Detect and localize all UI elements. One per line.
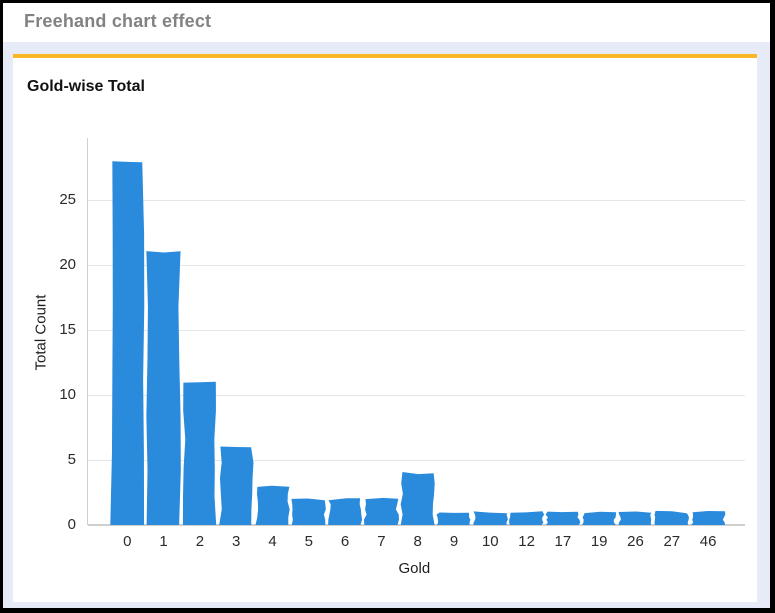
bar-27[interactable] (654, 510, 689, 525)
chart-title: Gold-wise Total (27, 78, 145, 95)
x-axis-title: Gold (398, 560, 431, 577)
bar-1[interactable] (146, 251, 181, 525)
gridline-y-15 (88, 330, 745, 331)
x-tick-label-9: 9 (449, 533, 459, 550)
y-tick-label-15: 15 (59, 321, 76, 338)
x-tick-label-10: 10 (481, 533, 499, 550)
x-tick-label-5: 5 (304, 533, 313, 550)
x-tick-label-26: 26 (627, 533, 644, 550)
y-tick-label-0: 0 (67, 516, 76, 533)
gridline-y-25 (88, 200, 745, 201)
bar-17[interactable] (545, 511, 581, 525)
x-tick-label-4: 4 (268, 533, 277, 550)
y-tick-label-10: 10 (59, 386, 76, 403)
bar-7[interactable] (363, 497, 399, 525)
bar-12[interactable] (509, 511, 545, 525)
x-tick-label-1: 1 (159, 533, 168, 550)
plot-area: Total Count Gold 0 5 10 15 20 25 0 1 2 3 4 5 6 7 8 9 10 1… (13, 58, 757, 598)
gridline-y-5 (88, 460, 745, 461)
bar-5[interactable] (291, 498, 326, 525)
gridline-y-10 (88, 395, 745, 396)
bar-9[interactable] (436, 512, 471, 525)
x-tick-label-3: 3 (232, 533, 241, 550)
bar-0[interactable] (110, 161, 145, 525)
page-title: Freehand chart effect (24, 11, 212, 31)
y-tick-label-5: 5 (67, 451, 76, 468)
x-tick-label-7: 7 (377, 533, 386, 550)
bar-8[interactable] (400, 472, 435, 525)
x-tick-label-8: 8 (413, 533, 422, 550)
bar-26[interactable] (618, 511, 652, 525)
bar-10[interactable] (473, 511, 508, 525)
y-tick-label-25: 25 (59, 191, 76, 208)
x-tick-label-27: 27 (663, 533, 681, 550)
gridline-y-20 (88, 265, 745, 266)
x-tick-label-46: 46 (699, 533, 717, 550)
bar-6[interactable] (328, 498, 363, 525)
bar-4[interactable] (255, 485, 290, 525)
bar-3[interactable] (219, 446, 254, 525)
chart-card: Gold-wise Total Total Count Gold 0 5 10 15 2… (13, 54, 757, 602)
y-tick-label-20: 20 (59, 256, 76, 273)
x-tick-label-0: 0 (123, 533, 132, 550)
y-axis-line (87, 138, 88, 525)
x-tick-label-17: 17 (554, 533, 572, 550)
bar-2[interactable] (182, 381, 217, 525)
bar-46[interactable] (691, 510, 726, 525)
x-tick-label-19: 19 (590, 533, 608, 550)
x-tick-label-6: 6 (340, 533, 350, 550)
x-tick-label-12: 12 (518, 533, 535, 550)
gridline-y-0 (88, 524, 745, 526)
content-area: Gold-wise Total Total Count Gold 0 5 10 15 2… (3, 42, 770, 608)
x-tick-label-2: 2 (195, 533, 205, 550)
header-bar: Freehand chart effect (3, 3, 770, 42)
bar-19[interactable] (582, 511, 617, 525)
